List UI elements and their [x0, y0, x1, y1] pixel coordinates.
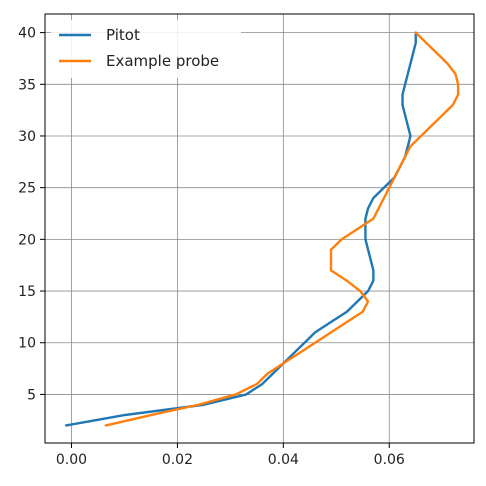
y-tick-label: 15 — [18, 284, 36, 300]
series-group — [64, 31, 460, 427]
y-axis: 5 10 15 20 25 30 35 40 — [18, 26, 45, 403]
x-axis: 0.00 0.02 0.04 0.06 — [56, 443, 405, 468]
legend-entry-label: Pitot — [106, 26, 140, 44]
legend-entry-label: Example probe — [106, 52, 219, 70]
y-tick-label: 25 — [18, 181, 36, 197]
y-tick-label: 20 — [18, 232, 36, 248]
x-tick-label: 0.04 — [268, 452, 299, 468]
y-tick-label: 5 — [27, 387, 36, 403]
grid — [45, 14, 474, 443]
plot-area-frame — [44, 13, 475, 444]
y-tick-label: 30 — [18, 129, 36, 145]
x-tick-label: 0.00 — [56, 452, 87, 468]
x-tick-label: 0.02 — [162, 452, 193, 468]
x-tick-label: 0.06 — [374, 452, 405, 468]
legend-box — [51, 20, 241, 78]
legend: Pitot Example probe — [51, 20, 241, 78]
series-line-example-probe — [104, 31, 460, 427]
y-tick-label: 10 — [18, 336, 36, 352]
y-tick-label: 35 — [18, 77, 36, 93]
y-tick-label: 40 — [18, 26, 36, 42]
